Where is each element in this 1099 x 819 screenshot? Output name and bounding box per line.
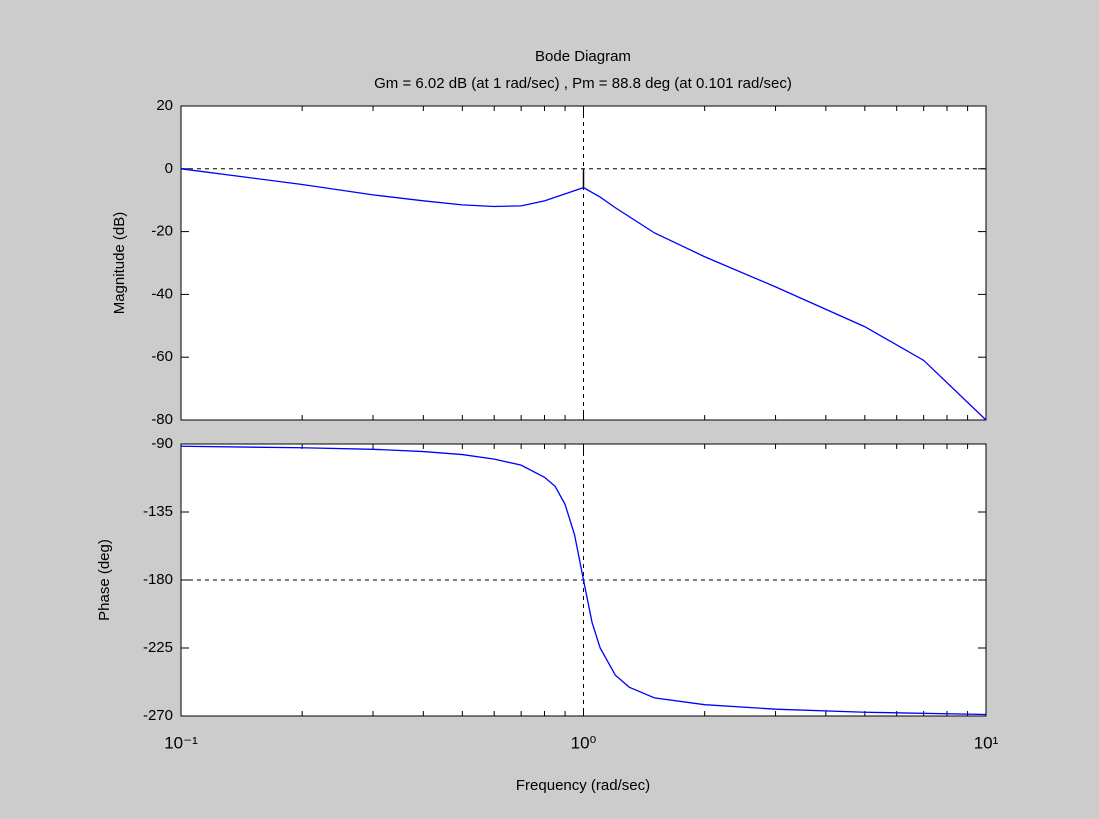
y-tick-label: 20 [156, 97, 173, 114]
y-tick-label: -80 [151, 411, 173, 428]
x-tick-label: 10⁻¹ [164, 733, 198, 752]
y-tick-label: 0 [165, 160, 173, 177]
y-tick-label: -135 [143, 503, 173, 520]
chart-title: Bode Diagram [535, 48, 631, 65]
y-tick-label: -270 [143, 707, 173, 724]
y-axis-label: Phase (deg) [96, 539, 113, 621]
y-tick-label: -180 [143, 571, 173, 588]
y-tick-label: -225 [143, 639, 173, 656]
y-axis-label: Magnitude (dB) [111, 212, 128, 315]
y-tick-label: -40 [151, 285, 173, 302]
x-tick-label: 10¹ [974, 733, 999, 752]
response-line [180, 445, 987, 716]
x-axis-label: Frequency (rad/sec) [516, 777, 650, 794]
x-tick-label: 10⁰ [571, 733, 597, 752]
y-tick-label: -90 [151, 435, 173, 452]
y-tick-label: -20 [151, 223, 173, 240]
chart-subtitle: Gm = 6.02 dB (at 1 rad/sec) , Pm = 88.8 … [374, 75, 792, 92]
plot-area [180, 105, 987, 421]
response-line [180, 168, 987, 421]
y-tick-label: -60 [151, 348, 173, 365]
